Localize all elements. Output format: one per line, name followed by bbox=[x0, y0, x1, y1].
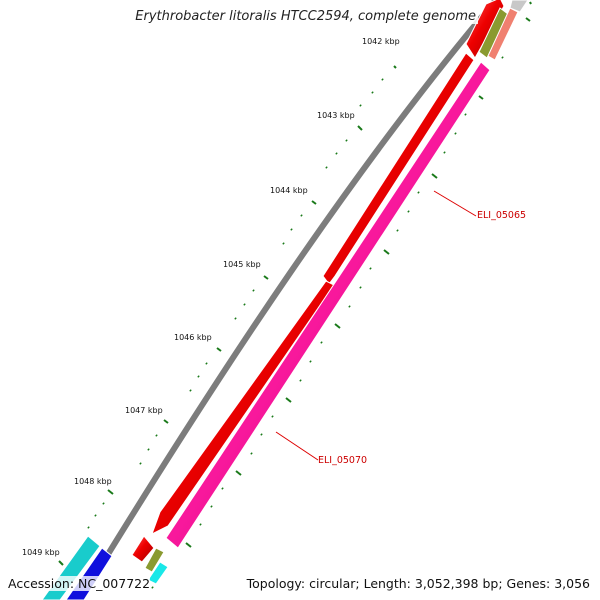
tick-mark bbox=[107, 489, 114, 495]
tick-mark bbox=[345, 139, 348, 142]
topology-text: Topology: circular; Length: 3,052,398 bp… bbox=[246, 576, 590, 591]
svg-text:ELI_05065: ELI_05065 bbox=[477, 210, 526, 221]
tick-mark bbox=[155, 434, 158, 437]
tick-mark bbox=[371, 91, 374, 94]
tick-mark bbox=[396, 229, 399, 232]
gene-arrow-large[interactable] bbox=[322, 52, 475, 285]
tick-mark bbox=[234, 317, 237, 320]
tick-mark bbox=[290, 228, 293, 231]
feature-grey-top[interactable] bbox=[509, 0, 529, 13]
tick-label: 1049 kbp bbox=[22, 548, 60, 557]
tick-mark bbox=[243, 303, 246, 306]
tick-mark bbox=[197, 375, 200, 378]
tick-label: 1047 kbp bbox=[125, 406, 163, 415]
tick-mark bbox=[348, 305, 351, 308]
tick-mark bbox=[263, 275, 269, 280]
tick-mark bbox=[189, 389, 192, 392]
tick-mark bbox=[139, 462, 142, 465]
tick-mark bbox=[311, 200, 317, 205]
tick-label: 1045 kbp bbox=[223, 260, 261, 269]
feature-olive-bottom[interactable] bbox=[144, 547, 165, 573]
tick-mark bbox=[359, 104, 362, 107]
tick-mark bbox=[216, 347, 222, 352]
feature-olive[interactable] bbox=[478, 7, 509, 59]
tick-mark bbox=[325, 166, 328, 169]
tick-mark bbox=[94, 514, 97, 517]
tick-mark bbox=[369, 267, 372, 270]
tick-mark bbox=[335, 152, 338, 155]
tick-mark bbox=[359, 286, 362, 289]
gene-arrow-small[interactable] bbox=[131, 535, 155, 563]
tick-mark bbox=[431, 173, 438, 179]
tick-mark bbox=[163, 419, 169, 424]
tick-mark bbox=[525, 17, 531, 22]
tick-mark bbox=[464, 113, 467, 116]
tick-mark bbox=[501, 56, 504, 59]
backbone-ring bbox=[77, 0, 499, 600]
tick-mark bbox=[210, 505, 213, 508]
tick-mark bbox=[454, 132, 457, 135]
gene-arrow-pink[interactable] bbox=[165, 61, 491, 549]
tick-mark bbox=[87, 526, 90, 529]
tick-mark bbox=[285, 397, 292, 403]
tick-label: 1048 kbp bbox=[74, 477, 112, 486]
tick-mark bbox=[151, 586, 154, 589]
inner-ticks bbox=[151, 17, 531, 589]
tick-mark bbox=[357, 125, 363, 131]
tick-mark bbox=[205, 362, 208, 365]
tick-label: 1044 kbp bbox=[270, 186, 308, 195]
feature-cyan-bottom[interactable] bbox=[147, 561, 169, 585]
tick-label: 1046 kbp bbox=[174, 333, 212, 342]
tick-mark bbox=[478, 95, 484, 100]
tick-mark bbox=[383, 249, 390, 255]
tick-mark bbox=[58, 560, 64, 566]
gene-arrow-mid[interactable] bbox=[151, 280, 335, 536]
tick-mark bbox=[235, 470, 242, 476]
gene-label-eli-05065[interactable]: ELI_05065 bbox=[433, 190, 526, 221]
tick-mark bbox=[407, 210, 410, 213]
tick-mark bbox=[102, 502, 105, 505]
accession-text: Accession: NC_007722 bbox=[8, 576, 151, 591]
map-title: Erythrobacter litoralis HTCC2594, comple… bbox=[133, 9, 478, 24]
tick-mark bbox=[443, 151, 446, 154]
svg-text:ELI_05070: ELI_05070 bbox=[318, 455, 367, 466]
tick-mark bbox=[282, 242, 285, 245]
tick-mark bbox=[299, 379, 302, 382]
tick-mark bbox=[320, 341, 323, 344]
tick-label: 1043 kbp bbox=[317, 111, 355, 120]
tick-mark bbox=[185, 542, 192, 548]
reverse-cds-track bbox=[144, 0, 529, 585]
scale-ticks bbox=[58, 1, 532, 566]
tick-mark bbox=[381, 78, 384, 81]
tick-mark bbox=[260, 433, 263, 436]
tick-mark bbox=[300, 214, 303, 217]
tick-mark bbox=[417, 191, 420, 194]
scale-labels: 1042 kbp 1043 kbp 1044 kbp 1045 kbp 1046… bbox=[22, 37, 400, 557]
tick-mark bbox=[529, 1, 532, 5]
tick-mark bbox=[334, 323, 341, 329]
tick-mark bbox=[221, 487, 224, 490]
forward-cds-track bbox=[131, 0, 505, 563]
tick-mark bbox=[252, 289, 255, 292]
tick-mark bbox=[199, 523, 202, 526]
tick-mark bbox=[250, 452, 253, 455]
gene-label-eli-05070[interactable]: ELI_05070 bbox=[275, 431, 367, 466]
tick-mark bbox=[147, 448, 150, 451]
tick-mark bbox=[309, 360, 312, 363]
tick-mark bbox=[271, 415, 274, 418]
tick-label: 1042 kbp bbox=[362, 37, 400, 46]
tick-mark bbox=[393, 65, 397, 69]
